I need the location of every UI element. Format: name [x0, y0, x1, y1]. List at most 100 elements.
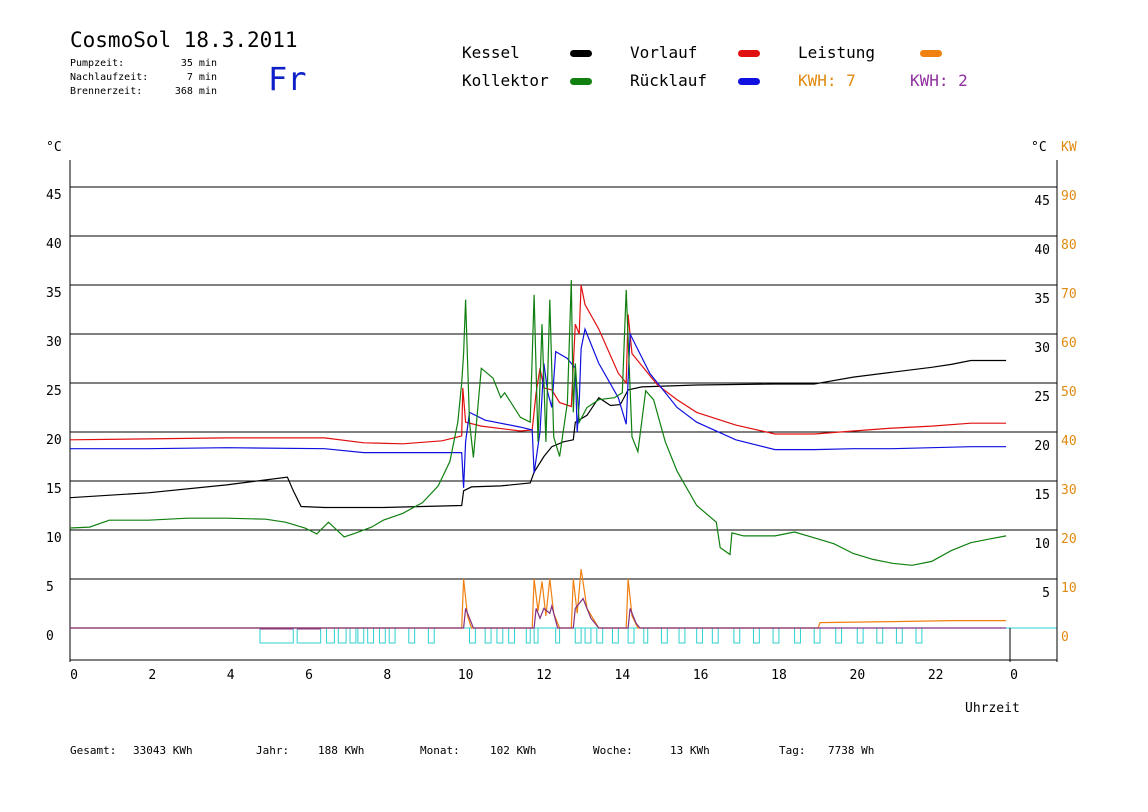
y-tick-right-power: 90 — [1061, 189, 1077, 204]
pump-interval — [378, 627, 386, 644]
pump-interval — [367, 627, 375, 644]
stat-value-nachlaufzeit: 7 min — [186, 72, 217, 83]
y-tick-left: 15 — [46, 482, 62, 497]
pump-interval — [772, 627, 780, 644]
x-tick-label: 6 — [305, 668, 313, 683]
summary-value-tag: 7738 Wh — [828, 744, 875, 757]
kwh-label-2: KWH: 2 — [910, 71, 968, 90]
pump-interval — [584, 627, 592, 644]
chart-axes — [69, 160, 1058, 662]
pump-interval — [357, 627, 365, 644]
pump-interval — [643, 627, 649, 644]
legend-swatch-ruecklauf — [738, 78, 760, 85]
summary-label-tag: Tag: — [779, 744, 806, 757]
y-tick-left: 45 — [46, 188, 62, 203]
pump-interval — [835, 627, 843, 644]
y-tick-right-temp: 10 — [1034, 537, 1050, 552]
pump-interval — [813, 627, 821, 644]
pump-interval — [427, 627, 435, 644]
y-tick-right-temp: 35 — [1034, 292, 1050, 307]
legend-swatch-leistung — [920, 50, 942, 57]
pump-interval — [349, 627, 357, 644]
y-tick-right-temp: 5 — [1042, 586, 1050, 601]
pump-interval — [596, 627, 604, 644]
pump-interval — [574, 627, 582, 644]
y-tick-right-power: 10 — [1061, 581, 1077, 596]
series-line-rücklauf — [70, 327, 1007, 488]
pump-interval — [496, 627, 504, 644]
stat-label-brennerzeit: Brennerzeit: — [70, 86, 143, 97]
legend-swatch-vorlauf — [738, 50, 760, 57]
pump-interval — [678, 627, 686, 644]
pump-interval — [469, 627, 476, 644]
x-tick-label: 4 — [227, 668, 235, 683]
y-tick-right-temp: 30 — [1034, 341, 1050, 356]
stat-label-nachlaufzeit: Nachlaufzeit: — [70, 72, 149, 83]
legend-swatch-kollektor — [570, 78, 592, 85]
grid-lines — [70, 186, 1057, 629]
pump-interval — [296, 627, 322, 644]
series-line-kessel — [69, 359, 1007, 509]
pump-interval — [388, 627, 396, 644]
x-tick-label: 10 — [458, 668, 474, 683]
pump-interval — [895, 627, 903, 644]
y-tick-right-temp: 25 — [1034, 390, 1050, 405]
x-tick-label: 22 — [928, 668, 944, 683]
legend-label-ruecklauf: Rücklauf — [630, 71, 708, 90]
y-tick-left: 40 — [46, 237, 62, 252]
y-tick-left: 30 — [46, 335, 62, 350]
summary-label-monat: Monat: — [420, 744, 460, 757]
legend-label-kollektor: Kollektor — [462, 71, 549, 90]
pump-interval — [326, 627, 335, 644]
pump-interval — [856, 627, 864, 644]
pump-interval — [508, 627, 516, 644]
y-tick-right-power: 60 — [1061, 336, 1077, 351]
power-line — [70, 597, 1007, 629]
pump-interval — [525, 627, 531, 644]
y-tick-right-temp: 20 — [1034, 439, 1050, 454]
summary-label-jahr: Jahr: — [256, 744, 290, 757]
x-tick-label: 16 — [693, 668, 709, 683]
legend-label-kessel: Kessel — [462, 43, 520, 62]
pump-interval — [533, 627, 539, 644]
pump-interval — [259, 627, 294, 644]
pump-interval — [484, 627, 492, 644]
summary-value-monat: 102 KWh — [490, 744, 537, 757]
y-tick-left: 0 — [46, 629, 54, 644]
summary-value-jahr: 188 KWh — [318, 744, 365, 757]
x-tick-label: 2 — [148, 668, 156, 683]
x-axis-label: Uhrzeit — [965, 701, 1020, 716]
pump-interval — [711, 627, 719, 644]
chart-title: CosmoSol 18.3.2011 — [70, 28, 298, 52]
y-axis-unit-right-power: KW — [1061, 140, 1077, 155]
pump-intervals — [259, 627, 923, 644]
pump-interval — [555, 627, 561, 644]
weekday-label: Fr — [268, 60, 307, 98]
pump-interval — [876, 627, 884, 644]
y-axis-unit-right-temp: °C — [1031, 140, 1047, 155]
summary-label-gesamt: Gesamt: — [70, 744, 117, 757]
pump-interval — [915, 627, 923, 644]
summary-value-gesamt: 33043 KWh — [133, 744, 193, 757]
y-tick-right-power: 70 — [1061, 287, 1077, 302]
pump-interval — [611, 627, 619, 644]
legend-swatch-kessel — [570, 50, 592, 57]
pump-interval — [794, 627, 801, 644]
x-tick-label: 0 — [70, 668, 78, 683]
y-tick-right-power: 80 — [1061, 238, 1077, 253]
stat-value-pumpzeit: 35 min — [180, 58, 217, 69]
stat-value-brennerzeit: 368 min — [174, 86, 217, 97]
y-tick-right-power: 30 — [1061, 483, 1077, 498]
pump-interval — [660, 627, 668, 644]
pump-interval — [337, 627, 347, 644]
pump-interval — [627, 627, 635, 644]
y-tick-right-temp: 40 — [1034, 243, 1050, 258]
legend-label-vorlauf: Vorlauf — [630, 43, 698, 62]
y-tick-right-power: 20 — [1061, 532, 1077, 547]
series-lines — [69, 280, 1007, 629]
x-tick-label: 0 — [1010, 668, 1018, 683]
x-tick-label: 8 — [383, 668, 391, 683]
y-tick-right-power: 50 — [1061, 385, 1077, 400]
kwh-label-1: KWH: 7 — [798, 71, 856, 90]
